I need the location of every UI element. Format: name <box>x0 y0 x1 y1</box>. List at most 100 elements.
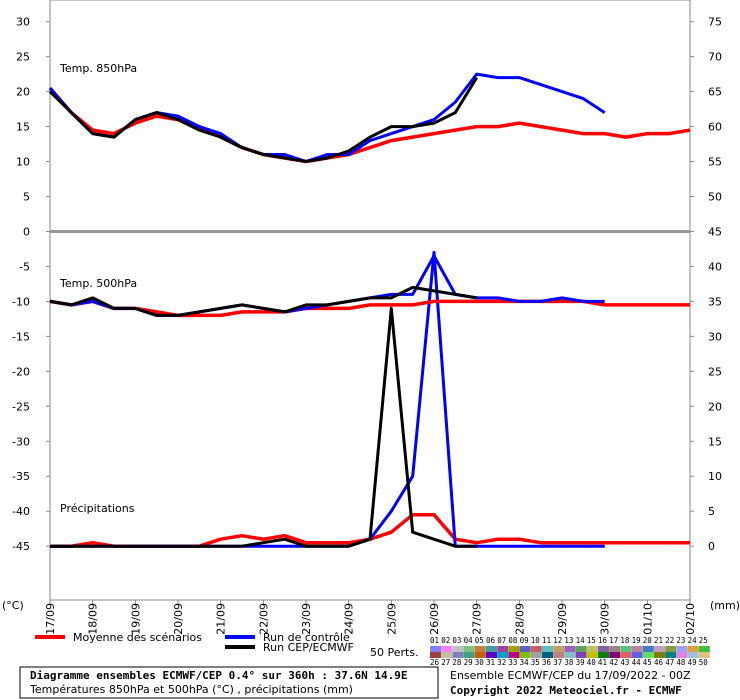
y-tick-label: -10 <box>12 295 30 308</box>
pert-label: 09 <box>520 636 529 645</box>
panel-label: Précipitations <box>60 502 135 515</box>
pert-label: 15 <box>587 636 596 645</box>
pert-swatch <box>687 646 699 652</box>
pert-swatch <box>530 652 542 658</box>
y2-tick-label: 0 <box>708 540 715 553</box>
pert-label: 42 <box>609 658 618 667</box>
footer-title: Diagramme ensembles ECMWF/CEP 0.4° sur 3… <box>30 669 408 682</box>
y2-tick-label: 40 <box>708 260 722 273</box>
pert-swatch <box>698 652 710 658</box>
pert-label: 48 <box>676 658 686 667</box>
pert-swatch <box>654 652 665 658</box>
x-tick-label: 20/09 <box>172 603 185 635</box>
y-axis-unit: (°C) <box>2 599 24 612</box>
x-tick-label: 28/09 <box>513 603 526 635</box>
pert-label: 33 <box>508 658 517 667</box>
pert-swatch <box>598 652 609 658</box>
pert-swatch <box>430 652 441 658</box>
pert-label: 37 <box>553 658 562 667</box>
footer-run: Ensemble ECMWF/CEP du 17/09/2022 - 00Z <box>450 669 691 682</box>
pert-label: 17 <box>609 636 618 645</box>
pert-label: 21 <box>654 636 663 645</box>
pert-label: 11 <box>542 636 551 645</box>
pert-label: 10 <box>531 636 541 645</box>
pert-swatch <box>575 652 587 658</box>
x-tick-label: 01/10 <box>641 603 654 635</box>
pert-swatch <box>687 652 699 658</box>
pert-swatch <box>620 652 632 658</box>
pert-label: 50 <box>699 658 709 667</box>
pert-label: 14 <box>576 636 586 645</box>
pert-swatch <box>665 646 677 652</box>
y2-tick-label: 30 <box>708 330 722 343</box>
legend-label: Run CEP/ECMWF <box>263 641 354 654</box>
y2-tick-label: 10 <box>708 470 722 483</box>
series-line <box>48 76 478 163</box>
pert-swatch <box>642 652 654 658</box>
pert-label: 43 <box>620 658 629 667</box>
x-tick-label: 18/09 <box>87 603 100 635</box>
pert-label: 06 <box>486 636 496 645</box>
y2-tick-label: 20 <box>708 400 722 413</box>
pert-swatch <box>452 646 464 652</box>
y-tick-label: -35 <box>12 470 30 483</box>
pert-swatch <box>530 646 542 652</box>
x-tick-label: 17/09 <box>44 603 57 635</box>
footer-subtitle: Températures 850hPa et 500hPa (°C) , pré… <box>29 683 353 696</box>
pert-swatch <box>564 652 576 658</box>
pert-label: 41 <box>598 658 607 667</box>
y2-tick-label: 25 <box>708 365 722 378</box>
pert-label: 03 <box>452 636 461 645</box>
x-tick-label: 21/09 <box>215 603 228 635</box>
pert-label: 30 <box>475 658 485 667</box>
y-tick-label: -45 <box>12 540 30 553</box>
series-line <box>50 306 477 548</box>
y2-tick-label: 55 <box>708 156 722 169</box>
pert-swatch <box>452 652 464 658</box>
pert-label: 05 <box>475 636 484 645</box>
pert-swatch <box>430 646 441 652</box>
pert-label: 35 <box>531 658 540 667</box>
pert-swatch <box>542 646 553 652</box>
pert-swatch <box>631 646 643 652</box>
x-tick-label: 22/09 <box>257 603 270 635</box>
series-line <box>48 86 691 164</box>
pert-swatch <box>553 646 565 652</box>
pert-label: 46 <box>654 658 664 667</box>
y2-tick-label: 45 <box>708 225 722 238</box>
x-tick-label: 19/09 <box>129 603 142 635</box>
pert-swatch <box>586 646 598 652</box>
y-tick-label: 0 <box>23 225 30 238</box>
pert-label: 04 <box>464 636 474 645</box>
pert-swatch <box>486 652 497 658</box>
pert-swatch <box>497 646 509 652</box>
y2-tick-label: 75 <box>708 16 722 29</box>
x-tick-label: 24/09 <box>343 603 356 635</box>
footer-copyright: Copyright 2022 Meteociel.fr - ECMWF <box>450 684 682 697</box>
y-tick-label: -5 <box>19 260 30 273</box>
y2-tick-label: 50 <box>708 191 722 204</box>
pert-label: 02 <box>441 636 450 645</box>
y2-tick-label: 70 <box>708 51 722 64</box>
pert-label: 24 <box>688 636 698 645</box>
x-tick-label: 25/09 <box>385 603 398 635</box>
y2-axis-unit: (mm) <box>710 599 740 612</box>
footer-box <box>19 666 439 699</box>
pert-swatch <box>665 652 677 658</box>
pert-label: 39 <box>576 658 585 667</box>
pert-label: 19 <box>632 636 641 645</box>
pert-label: 22 <box>665 636 674 645</box>
pert-swatch <box>620 646 632 652</box>
pert-swatch <box>564 646 576 652</box>
pert-swatch <box>474 652 486 658</box>
y-tick-label: 20 <box>16 86 30 99</box>
pert-label: 07 <box>497 636 506 645</box>
x-tick-label: 02/10 <box>684 603 697 635</box>
pert-label: 31 <box>486 658 495 667</box>
pert-swatch <box>441 652 453 658</box>
y2-tick-label: 65 <box>708 86 722 99</box>
pert-label: 44 <box>632 658 642 667</box>
y-tick-label: 10 <box>16 156 30 169</box>
pert-swatch <box>698 646 710 652</box>
y-tick-label: 5 <box>23 191 30 204</box>
